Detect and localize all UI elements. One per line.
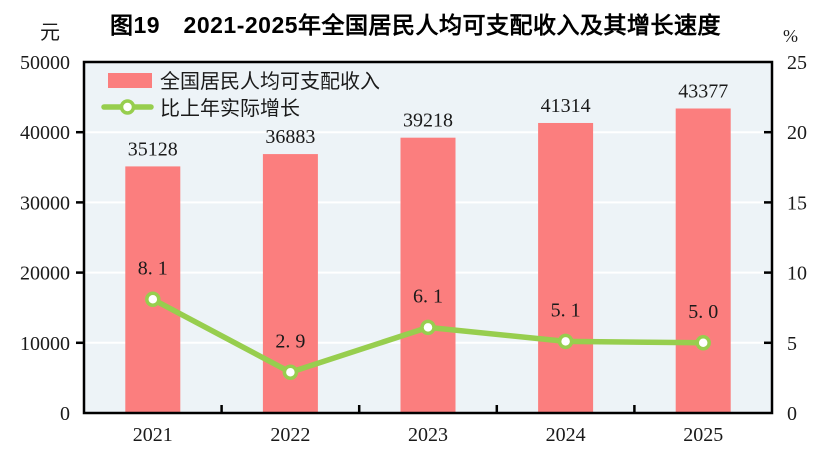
legend-line-marker xyxy=(119,99,136,115)
line-marker-2025 xyxy=(695,335,711,351)
left-axis-unit-label: 元 xyxy=(40,22,60,44)
x-axis-label-2025: 2025 xyxy=(683,424,723,446)
growth-value-label: 5. 1 xyxy=(551,299,581,321)
left-axis-tick-label: 30000 xyxy=(20,192,70,214)
line-marker-2023 xyxy=(420,319,436,336)
line-marker-2022 xyxy=(282,364,299,381)
growth-value-label: 5. 0 xyxy=(688,301,718,323)
bar-value-label: 39218 xyxy=(403,110,453,132)
left-axis-tick-label: 10000 xyxy=(20,333,70,355)
right-axis-tick-label: 0 xyxy=(787,403,797,425)
bar-2024 xyxy=(538,122,594,414)
right-axis-tick-label: 25 xyxy=(787,52,807,74)
bar-value-label: 41314 xyxy=(541,95,591,117)
line-marker-2021 xyxy=(145,291,161,308)
right-axis-tick-label: 20 xyxy=(787,122,807,144)
left-axis-tick-label: 0 xyxy=(60,403,70,425)
x-axis-label-2021: 2021 xyxy=(133,424,173,446)
x-axis-label-2023: 2023 xyxy=(408,424,448,446)
bar-value-label: 43377 xyxy=(678,80,728,102)
legend-line-label: 比上年实际增长 xyxy=(160,97,300,120)
bar-value-label: 36883 xyxy=(265,126,315,148)
left-axis-tick-label: 40000 xyxy=(20,122,70,144)
legend-bar-label: 全国居民人均可支配收入 xyxy=(160,70,380,93)
bar-2021 xyxy=(125,166,181,413)
growth-value-label: 8. 1 xyxy=(138,257,168,279)
x-axis-label-2024: 2024 xyxy=(546,424,586,446)
left-axis-tick-label: 50000 xyxy=(20,52,70,74)
line-marker-2024 xyxy=(557,333,574,350)
legend-bar-swatch xyxy=(108,73,152,88)
chart-title: 图19 2021-2025年全国居民人均可支配收入及其增长速度 xyxy=(109,12,722,38)
right-axis-tick-label: 15 xyxy=(787,192,807,214)
growth-value-label: 2. 9 xyxy=(275,330,305,352)
bar-value-label: 35128 xyxy=(128,138,178,160)
plot-border xyxy=(82,60,774,415)
right-axis-unit-label: % xyxy=(783,26,798,46)
right-axis-tick-label: 5 xyxy=(787,333,797,355)
x-axis-label-2022: 2022 xyxy=(270,424,310,446)
growth-value-label: 6. 1 xyxy=(413,285,443,307)
right-axis-tick-label: 10 xyxy=(787,263,807,285)
bar-2025 xyxy=(675,108,731,413)
left-axis-tick-label: 20000 xyxy=(20,263,70,285)
bar-2023 xyxy=(400,137,456,413)
